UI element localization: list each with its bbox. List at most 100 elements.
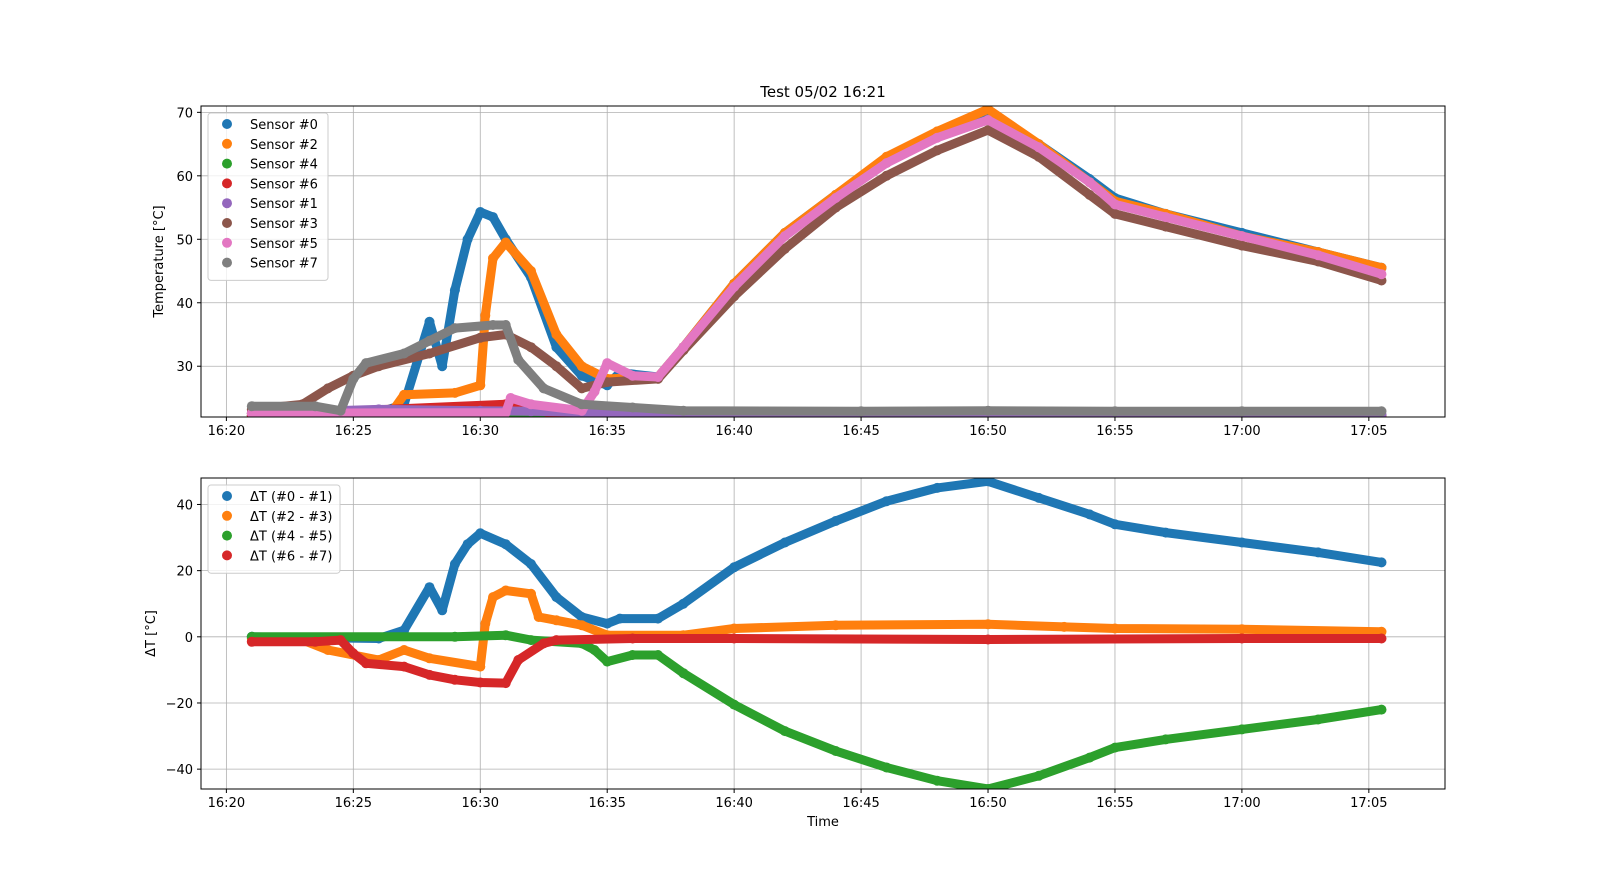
x-tick-label: 16:40 bbox=[715, 424, 752, 439]
data-point bbox=[1236, 724, 1247, 735]
data-series-group bbox=[246, 106, 1387, 417]
data-point bbox=[462, 539, 473, 550]
data-point bbox=[602, 618, 613, 629]
data-point bbox=[500, 585, 511, 596]
data-point bbox=[310, 401, 321, 412]
data-point bbox=[1033, 492, 1044, 503]
legend-label: Sensor #7 bbox=[250, 257, 318, 272]
data-point bbox=[779, 243, 790, 254]
data-point bbox=[505, 393, 516, 403]
data-point bbox=[1313, 714, 1324, 725]
series-line-5 bbox=[247, 125, 1386, 414]
data-point bbox=[335, 635, 346, 646]
data-point bbox=[983, 784, 993, 789]
data-point bbox=[576, 612, 587, 622]
data-point bbox=[1313, 250, 1324, 261]
data-point bbox=[1236, 231, 1247, 242]
data-point bbox=[881, 762, 892, 773]
data-point bbox=[1376, 406, 1387, 417]
x-tick-label: 16:45 bbox=[842, 424, 879, 439]
data-point bbox=[480, 618, 491, 629]
data-point bbox=[1110, 208, 1120, 219]
data-point bbox=[1084, 189, 1095, 200]
data-point bbox=[1084, 752, 1095, 763]
data-point bbox=[1376, 269, 1387, 280]
legend-box bbox=[207, 112, 329, 281]
data-point bbox=[513, 354, 524, 365]
data-point bbox=[1376, 633, 1387, 644]
data-point bbox=[678, 405, 689, 416]
data-point bbox=[1236, 240, 1247, 251]
data-point bbox=[1033, 142, 1044, 153]
data-point bbox=[424, 316, 435, 327]
x-tick-label: 17:05 bbox=[1350, 796, 1387, 811]
data-point bbox=[589, 386, 600, 397]
x-tick-label: 17:00 bbox=[1223, 796, 1260, 811]
data-point bbox=[399, 389, 410, 400]
data-point bbox=[361, 358, 371, 369]
data-point bbox=[449, 285, 460, 296]
data-point bbox=[983, 125, 993, 136]
data-point bbox=[729, 633, 740, 644]
data-point bbox=[488, 320, 498, 330]
data-point bbox=[449, 387, 460, 398]
data-point bbox=[500, 237, 511, 248]
x-tick-label: 16:55 bbox=[1096, 796, 1133, 811]
data-point bbox=[830, 193, 841, 203]
data-point bbox=[526, 266, 536, 276]
data-point bbox=[729, 562, 740, 573]
data-point bbox=[449, 323, 460, 334]
x-tick-label: 16:30 bbox=[462, 796, 499, 811]
data-point bbox=[533, 612, 544, 622]
axes-frame bbox=[200, 105, 1446, 418]
legend-marker bbox=[222, 550, 232, 561]
data-point bbox=[729, 699, 740, 710]
plot-panel-0: 16:20 16:25 16:30 16:35 16:40 16:45 16:50 16:55… bbox=[152, 83, 1446, 439]
data-point bbox=[1236, 406, 1247, 417]
data-point bbox=[526, 635, 536, 646]
data-point bbox=[348, 648, 359, 659]
data-point bbox=[488, 212, 498, 223]
data-point bbox=[551, 615, 562, 626]
legend: ΔT (#0 - #1) ΔT (#2 - #3) ΔT (#4 - #5) ΔT (… bbox=[207, 484, 341, 574]
y-tick-label: 30 bbox=[176, 360, 193, 375]
data-point bbox=[513, 655, 524, 665]
data-point bbox=[678, 342, 689, 353]
data-point bbox=[424, 335, 435, 346]
data-point bbox=[983, 619, 993, 630]
data-point bbox=[322, 645, 333, 655]
legend-label: Sensor #3 bbox=[250, 217, 318, 232]
data-point bbox=[475, 380, 486, 391]
data-point bbox=[932, 775, 943, 786]
legend-label: ΔT (#2 - #3) bbox=[250, 510, 332, 525]
series-line-6 bbox=[247, 115, 1386, 417]
data-point bbox=[678, 598, 689, 609]
data-point bbox=[678, 668, 689, 679]
x-tick-label: 17:00 bbox=[1223, 424, 1260, 439]
legend-label: ΔT (#0 - #1) bbox=[250, 490, 332, 505]
data-point bbox=[488, 592, 498, 603]
series-line-3 bbox=[247, 634, 1386, 688]
data-point bbox=[932, 145, 943, 156]
data-point bbox=[449, 674, 460, 685]
data-point bbox=[1084, 177, 1095, 188]
data-point bbox=[424, 669, 435, 680]
plot-panel-1: 16:20 16:25 16:30 16:35 16:40 16:45 16:50 16:55… bbox=[144, 477, 1446, 830]
data-point bbox=[500, 407, 511, 417]
y-tick-label: 40 bbox=[176, 498, 193, 513]
data-point bbox=[246, 636, 257, 647]
data-point bbox=[526, 588, 536, 599]
legend-box bbox=[207, 484, 341, 574]
data-point bbox=[1110, 406, 1120, 417]
data-point bbox=[399, 661, 410, 672]
y-tick-label: −40 bbox=[166, 763, 193, 778]
legend-marker bbox=[222, 158, 232, 169]
data-point bbox=[475, 677, 486, 688]
legend-marker bbox=[222, 237, 232, 248]
legend-marker bbox=[222, 218, 232, 228]
data-point bbox=[653, 613, 663, 624]
data-point bbox=[1160, 527, 1171, 538]
data-point bbox=[322, 383, 333, 394]
data-point bbox=[449, 631, 460, 642]
